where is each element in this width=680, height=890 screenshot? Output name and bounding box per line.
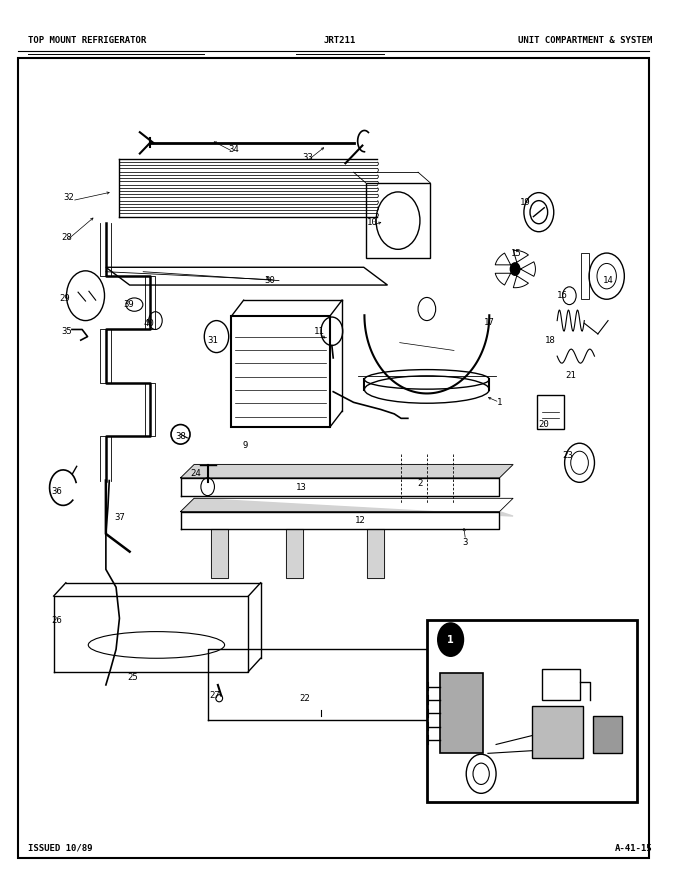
Bar <box>581 253 589 299</box>
Text: 16: 16 <box>557 291 568 300</box>
Text: 5: 5 <box>453 772 458 781</box>
Polygon shape <box>211 530 228 578</box>
Text: 18: 18 <box>545 336 556 344</box>
Bar <box>441 674 483 753</box>
Text: 23: 23 <box>562 451 573 460</box>
Text: 4: 4 <box>609 740 614 749</box>
Text: 7: 7 <box>571 700 577 710</box>
Text: 28: 28 <box>61 233 72 242</box>
Text: ISSUED 10/89: ISSUED 10/89 <box>28 844 92 853</box>
Text: 39: 39 <box>123 300 134 309</box>
Text: 30: 30 <box>265 276 275 285</box>
Text: 22: 22 <box>299 693 310 703</box>
Text: 9: 9 <box>242 441 248 449</box>
Text: 21: 21 <box>565 371 576 380</box>
Bar <box>593 716 622 753</box>
Polygon shape <box>180 498 513 516</box>
Text: 14: 14 <box>602 276 613 285</box>
Polygon shape <box>180 465 513 478</box>
Text: 8: 8 <box>592 711 597 721</box>
Text: 1: 1 <box>447 635 454 644</box>
Text: 17: 17 <box>484 318 494 327</box>
Bar <box>366 182 430 258</box>
Text: 37: 37 <box>114 514 125 522</box>
Polygon shape <box>286 530 303 578</box>
Text: 15: 15 <box>511 249 522 258</box>
Polygon shape <box>367 530 384 578</box>
Text: 34: 34 <box>228 144 239 154</box>
Bar <box>427 620 637 802</box>
Text: 13: 13 <box>296 483 307 492</box>
Bar <box>537 395 564 429</box>
Text: 27: 27 <box>209 692 220 700</box>
Text: 1: 1 <box>497 398 502 407</box>
Polygon shape <box>180 478 500 496</box>
Bar <box>532 707 583 757</box>
Text: 11: 11 <box>314 327 325 336</box>
Text: 26: 26 <box>51 617 62 626</box>
Text: 12: 12 <box>355 516 366 525</box>
Text: 33: 33 <box>302 153 313 163</box>
Text: 29: 29 <box>60 294 71 303</box>
Text: 38: 38 <box>175 432 186 441</box>
Text: 6: 6 <box>534 753 539 763</box>
Text: 10: 10 <box>367 218 378 227</box>
Polygon shape <box>180 512 500 530</box>
Text: 19: 19 <box>520 198 530 206</box>
Text: 35: 35 <box>61 327 72 336</box>
Circle shape <box>510 263 520 275</box>
Text: 36: 36 <box>52 487 63 496</box>
Text: A-41-15: A-41-15 <box>615 844 652 853</box>
Bar <box>231 316 330 427</box>
Text: 31: 31 <box>207 336 218 344</box>
Circle shape <box>439 624 463 656</box>
Text: 3: 3 <box>463 538 469 547</box>
Text: 2: 2 <box>418 479 423 488</box>
Text: UNIT COMPARTMENT & SYSTEM: UNIT COMPARTMENT & SYSTEM <box>517 36 652 45</box>
Text: 24: 24 <box>191 469 201 478</box>
Text: TOP MOUNT REFRIGERATOR: TOP MOUNT REFRIGERATOR <box>28 36 146 45</box>
Text: JRT211: JRT211 <box>324 36 356 45</box>
Text: 32: 32 <box>63 193 74 202</box>
Text: 25: 25 <box>128 674 139 683</box>
Text: 20: 20 <box>538 420 549 429</box>
Bar <box>542 669 579 700</box>
Text: 40: 40 <box>143 319 154 328</box>
Text: 6: 6 <box>578 735 583 745</box>
